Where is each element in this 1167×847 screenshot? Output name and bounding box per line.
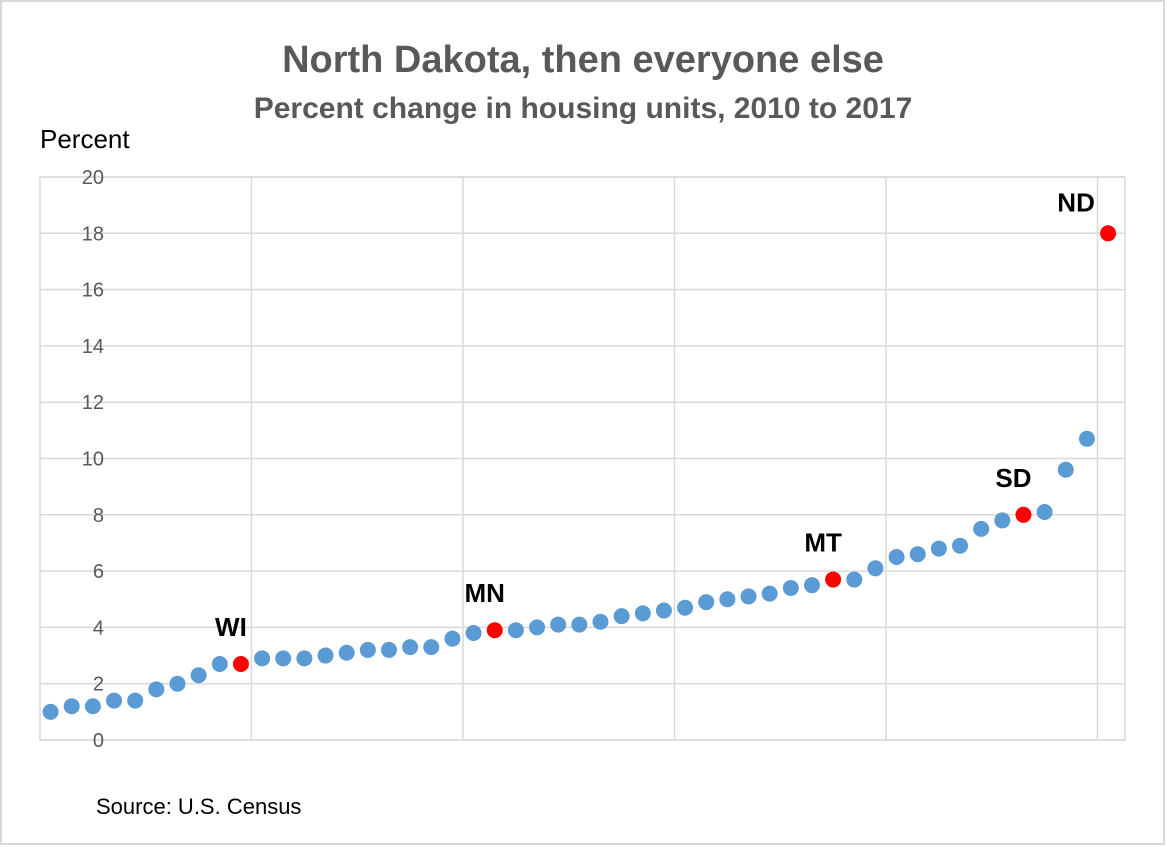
point-label-wi: WI (215, 612, 247, 642)
data-point (613, 608, 630, 625)
data-point (42, 703, 59, 720)
data-point (275, 650, 292, 667)
y-tick-label: 4 (93, 617, 104, 639)
highlighted-data-point (825, 571, 842, 588)
data-point (677, 599, 694, 616)
data-point (782, 579, 799, 596)
y-tick-label: 12 (82, 392, 104, 414)
data-point (402, 639, 419, 656)
data-point (106, 692, 123, 709)
highlighted-data-point (1015, 506, 1032, 523)
y-tick-label: 2 (93, 674, 104, 696)
data-point (952, 537, 969, 554)
data-point (571, 616, 588, 633)
data-point (634, 605, 651, 622)
point-label-mn: MN (465, 578, 505, 608)
source-note: Source: U.S. Census (96, 794, 301, 819)
y-tick-label: 0 (93, 730, 104, 752)
data-point (909, 546, 926, 563)
data-point (338, 644, 355, 661)
chart-subtitle: Percent change in housing units, 2010 to… (254, 92, 913, 125)
data-point (655, 602, 672, 619)
point-labels: WI MN MT SD ND (215, 187, 1095, 642)
data-point (254, 650, 271, 667)
data-point (846, 571, 863, 588)
data-point (148, 681, 165, 698)
data-point (190, 667, 207, 684)
highlighted-data-point (1100, 225, 1117, 242)
data-point (1036, 503, 1053, 520)
point-label-sd: SD (995, 463, 1031, 493)
point-label-mt: MT (804, 528, 842, 558)
data-point (317, 647, 334, 664)
data-point (529, 619, 546, 636)
y-axis-label: Percent (40, 124, 130, 154)
highlighted-data-point (486, 622, 503, 639)
data-point (994, 512, 1011, 529)
data-point (296, 650, 313, 667)
data-point (63, 698, 80, 715)
data-points (42, 225, 1117, 720)
data-point (550, 616, 567, 633)
data-point (169, 675, 186, 692)
data-point (127, 692, 144, 709)
y-tick-label: 6 (93, 561, 104, 583)
data-point (84, 698, 101, 715)
y-tick-label: 18 (82, 223, 104, 245)
y-tick-label: 8 (93, 505, 104, 527)
data-point (740, 588, 757, 605)
data-point (803, 577, 820, 594)
data-point (592, 613, 609, 630)
data-point (444, 630, 461, 647)
data-point (698, 594, 715, 611)
data-point (1057, 461, 1074, 478)
y-tick-labels: 0 2 4 6 8 10 12 14 16 18 20 (82, 167, 104, 752)
y-tick-label: 10 (82, 449, 104, 471)
y-tick-label: 14 (82, 336, 104, 358)
data-point (1078, 430, 1095, 447)
data-point (211, 655, 228, 672)
grid-layer (39, 176, 1126, 741)
data-point (867, 560, 884, 577)
data-point (888, 549, 905, 566)
data-point (973, 520, 990, 537)
highlighted-data-point (232, 655, 249, 672)
data-point (719, 591, 736, 608)
data-point (930, 540, 947, 557)
data-point (465, 625, 482, 642)
point-label-nd: ND (1057, 187, 1095, 217)
data-point (359, 641, 376, 658)
y-tick-label: 20 (82, 167, 104, 189)
data-point (507, 622, 524, 639)
chart-title: North Dakota, then everyone else (282, 39, 884, 81)
data-point (423, 639, 440, 656)
data-point (761, 585, 778, 602)
y-tick-label: 16 (82, 280, 104, 302)
data-point (380, 641, 397, 658)
